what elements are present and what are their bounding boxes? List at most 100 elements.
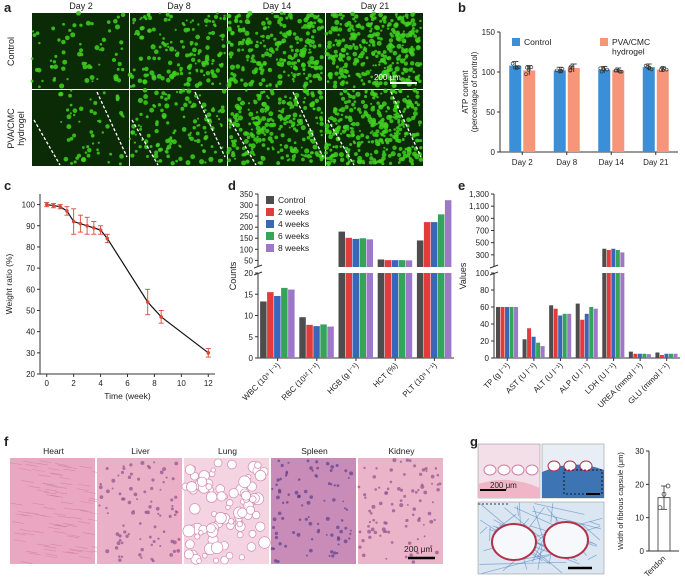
cell [120, 113, 124, 117]
cell [132, 68, 136, 72]
cell [61, 39, 66, 45]
data-point [206, 351, 211, 355]
fiber [76, 488, 89, 491]
cell [195, 131, 200, 136]
bar-lower-segment [437, 273, 445, 358]
cell [138, 145, 142, 149]
cell [205, 61, 210, 66]
cell [261, 101, 266, 107]
bar-upper-segment [352, 238, 359, 267]
cell [211, 20, 215, 24]
cell [237, 97, 242, 102]
cell [268, 83, 272, 87]
nucleus [292, 531, 296, 535]
cell [264, 122, 270, 128]
nucleus [120, 555, 124, 558]
bar-upper-segment [423, 222, 431, 267]
bar-lower-segment [606, 273, 611, 358]
cell [418, 124, 421, 127]
nucleus [172, 549, 177, 553]
cell [78, 48, 84, 53]
nucleus [349, 471, 354, 476]
cell [342, 125, 347, 130]
cell [267, 68, 271, 71]
cell [208, 31, 212, 35]
cell [167, 60, 173, 66]
bar [656, 69, 669, 152]
nucleus [416, 551, 419, 555]
bar [313, 326, 320, 358]
cell [221, 44, 226, 49]
cell [61, 66, 66, 71]
cell [73, 160, 77, 164]
cell [346, 133, 350, 137]
nucleus [389, 480, 393, 484]
nucleus [99, 495, 104, 500]
cell [376, 40, 382, 46]
cell [60, 120, 63, 123]
cell [165, 77, 171, 83]
cell [341, 80, 345, 84]
collagen-fiber [516, 505, 519, 517]
bar [281, 287, 288, 358]
cell [160, 108, 164, 113]
fiber [10, 502, 23, 506]
cell [376, 101, 380, 105]
nucleus [370, 527, 375, 532]
cell [295, 104, 299, 107]
cell [403, 61, 408, 66]
y-axis-label: Counts [228, 261, 238, 290]
nucleus [336, 484, 340, 487]
cell [263, 44, 267, 48]
alveolus [214, 511, 227, 524]
implant-section [547, 460, 561, 472]
nucleus [390, 502, 394, 506]
cell [194, 42, 198, 46]
panel-letter-c: c [4, 178, 12, 193]
cell [149, 107, 155, 113]
bar [558, 315, 563, 358]
cell [204, 135, 209, 140]
panel-letter-b: b [458, 0, 466, 15]
nucleus [162, 467, 167, 471]
cell [290, 48, 294, 52]
cell [97, 141, 100, 144]
cell [78, 120, 81, 123]
cell [412, 22, 417, 27]
cell [344, 44, 349, 49]
cell [72, 108, 78, 114]
cell [317, 14, 320, 18]
cell [291, 158, 295, 162]
cell [214, 75, 218, 78]
cell [349, 24, 354, 29]
cell [394, 66, 400, 72]
cell [276, 161, 281, 166]
cell [409, 79, 412, 82]
cell [337, 33, 340, 36]
bar [562, 313, 567, 358]
cell [396, 100, 400, 104]
nucleus [412, 507, 417, 511]
cell [204, 57, 210, 62]
tissue-layer [478, 479, 540, 498]
bar [514, 307, 519, 358]
cell [406, 16, 409, 19]
cell [96, 148, 99, 151]
cell [200, 143, 204, 147]
cell [120, 47, 124, 50]
nucleus [162, 480, 165, 484]
cell [389, 32, 393, 36]
cell [245, 89, 248, 92]
cell [166, 121, 170, 125]
nucleus [273, 559, 278, 563]
cell [237, 25, 240, 28]
cell [279, 148, 284, 153]
nucleus [118, 534, 122, 538]
cell [193, 139, 197, 142]
cell [139, 125, 143, 128]
legend-swatch [266, 244, 274, 252]
cell [386, 44, 392, 50]
cell [334, 39, 338, 42]
nucleus [409, 553, 413, 557]
nucleus [174, 510, 178, 513]
